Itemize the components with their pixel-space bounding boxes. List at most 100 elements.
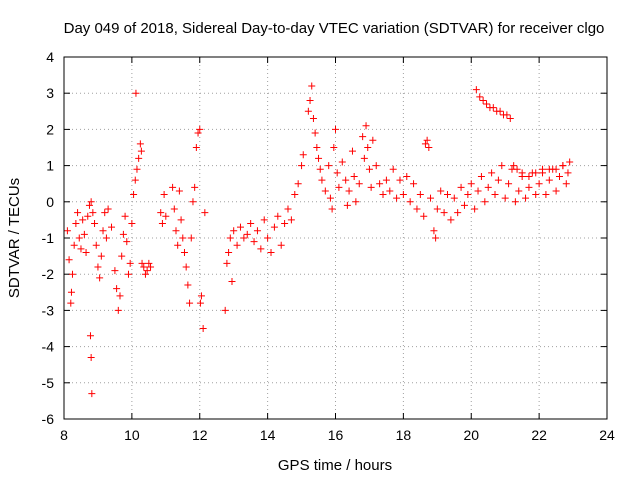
data-point [253,227,261,235]
data-point [532,191,540,199]
data-point [143,267,151,275]
data-points [63,82,574,398]
data-point [299,151,307,159]
y-tick-label: -4 [42,339,55,355]
data-point [70,241,78,249]
data-point [476,93,484,101]
data-point [309,115,317,123]
data-point [396,176,404,184]
data-point [274,212,282,220]
y-tick-label: -6 [42,411,55,427]
data-point [362,122,370,130]
data-point [503,111,511,119]
data-point [118,252,126,260]
data-point [437,187,445,195]
data-point [140,263,148,271]
data-point [443,191,451,199]
data-point [97,252,105,260]
data-point [522,194,530,202]
data-point [243,230,251,238]
data-point [386,187,394,195]
data-point [552,187,560,195]
data-point [67,299,75,307]
data-point [172,227,180,235]
data-point [328,205,336,213]
data-point [174,241,182,249]
data-point [68,270,76,278]
data-point [360,154,368,162]
data-point [472,86,480,94]
data-point [180,248,188,256]
data-point [545,176,553,184]
data-point [177,216,185,224]
data-point [233,241,241,249]
data-point [250,238,258,246]
data-point [559,162,567,170]
data-point [281,220,289,228]
chart-title: Day 049 of 2018, Sidereal Day-to-day VTE… [64,20,605,37]
x-tick-label: 10 [124,427,140,443]
data-point [277,241,285,249]
data-point [121,212,129,220]
data-point [201,209,209,217]
data-point [186,299,194,307]
data-point [410,180,418,188]
data-point [131,176,139,184]
data-point [364,144,372,151]
data-point [145,259,153,267]
data-point [382,176,390,184]
data-point [137,147,145,155]
plot-frame [63,56,608,420]
data-point [101,209,109,217]
data-point [338,158,346,166]
data-point [124,270,132,278]
data-point [372,162,380,170]
y-tick-label: 1 [46,158,54,174]
data-point [87,353,95,361]
data-point [333,169,341,177]
y-tick-label: 2 [46,121,54,137]
data-point [505,180,513,188]
y-tick-label: 3 [46,85,54,101]
data-point [474,187,482,195]
data-point [425,144,433,151]
data-point [306,96,314,104]
y-axis-label: SDTVAR / TECUs [6,178,23,298]
data-point [94,263,102,271]
x-tick-label: 20 [463,427,479,443]
data-point [191,183,199,191]
data-point [270,223,278,231]
data-point [196,299,204,307]
data-point [460,201,468,209]
data-point [365,165,373,173]
data-point [488,169,496,177]
y-tick-label: -1 [42,230,55,246]
x-tick-label: 22 [531,427,547,443]
x-axis-label: GPS time / hours [278,457,392,474]
data-point [99,227,107,235]
data-point [194,129,202,137]
data-point [88,390,96,398]
data-point [532,169,540,177]
data-point [454,209,462,217]
data-point [489,104,497,112]
data-point [481,198,489,206]
data-point [535,180,543,188]
data-point [515,187,523,195]
x-tick-label: 18 [396,427,412,443]
data-point [510,162,518,170]
data-point [471,205,479,213]
data-point [342,176,350,184]
data-point [555,172,563,180]
data-point [359,133,367,141]
data-point [477,172,485,180]
data-point [192,144,200,151]
data-point [196,125,204,133]
data-point [335,183,343,191]
data-point [376,180,384,188]
data-point [420,212,428,220]
data-point [79,216,87,224]
data-point [184,281,192,289]
data-point [545,165,553,173]
data-point [108,223,116,231]
